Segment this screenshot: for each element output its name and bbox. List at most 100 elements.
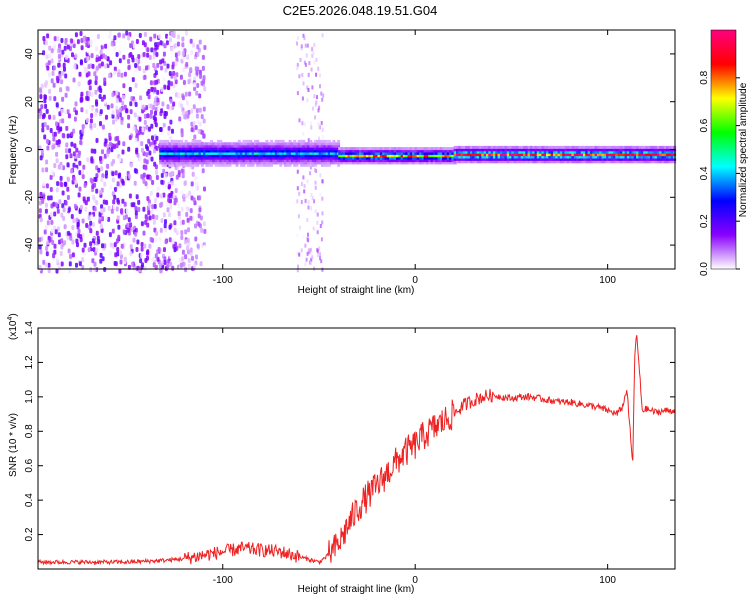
spectrogram-cell bbox=[296, 233, 299, 238]
spectrogram-cell bbox=[187, 147, 190, 151]
spectrogram-cell bbox=[325, 163, 329, 167]
spectrogram-cell bbox=[670, 145, 674, 149]
spectrogram-cell bbox=[453, 155, 457, 159]
spectrogram-cell bbox=[140, 246, 144, 252]
spectrogram-cell bbox=[168, 71, 172, 76]
spectrogram-cell bbox=[237, 154, 241, 158]
spectrogram-cell bbox=[469, 157, 473, 161]
spectrogram-cell bbox=[163, 144, 167, 148]
spectrogram-cell bbox=[175, 57, 179, 63]
spectrogram-cell bbox=[52, 253, 56, 259]
spectrogram-cell bbox=[511, 153, 515, 157]
spectrogram-cell bbox=[513, 153, 517, 157]
spectrogram-cell bbox=[571, 150, 575, 154]
spectrogram-cell bbox=[233, 147, 237, 151]
spectrogram-cell bbox=[235, 154, 239, 158]
spectrogram-cell bbox=[307, 149, 310, 153]
spectrogram-cell bbox=[193, 156, 197, 160]
spectrogram-cell bbox=[187, 79, 191, 85]
spectrogram-cell bbox=[247, 144, 250, 148]
spectrogram-cell bbox=[160, 65, 163, 71]
spectrogram-cell bbox=[192, 42, 195, 48]
spectrogram-cell bbox=[356, 161, 360, 165]
spectrogram-cell bbox=[72, 43, 76, 49]
spectrogram-cell bbox=[472, 157, 476, 161]
spectrogram-cell bbox=[557, 160, 561, 164]
spectrogram-cell bbox=[279, 147, 283, 151]
spectrogram-cell bbox=[578, 148, 582, 152]
spectrogram-cell bbox=[63, 66, 66, 72]
spectrogram-cell bbox=[207, 151, 211, 155]
spectrogram-cell bbox=[210, 139, 213, 143]
spectrogram-cell bbox=[479, 155, 483, 159]
spectrogram-cell bbox=[386, 159, 390, 163]
spectrogram-cell bbox=[307, 200, 310, 205]
spectrogram-cell bbox=[80, 45, 84, 51]
spectrogram-cell bbox=[488, 145, 492, 149]
spectrogram-cell bbox=[435, 151, 439, 155]
spectrogram-cell bbox=[104, 63, 107, 69]
spectrogram-cell bbox=[368, 154, 372, 158]
spectrogram-cell bbox=[636, 157, 640, 161]
spectrogram-cell bbox=[303, 184, 306, 189]
spectrogram-cell bbox=[249, 147, 253, 151]
spectrogram-cell bbox=[61, 133, 65, 138]
spectrogram-cell bbox=[253, 142, 257, 146]
spectrogram-cell bbox=[131, 57, 135, 63]
spectrogram-cell bbox=[200, 154, 204, 158]
spectrogram-cell bbox=[302, 81, 305, 86]
spectrogram-cell bbox=[654, 157, 658, 161]
spectrogram-cell bbox=[414, 154, 418, 158]
spectrogram-cell bbox=[332, 154, 336, 158]
spectrogram-cell bbox=[258, 163, 262, 167]
colorbar-ticks: 0.00.20.40.60.8 bbox=[699, 70, 740, 276]
spectrogram-cell bbox=[114, 170, 118, 176]
spectrogram-cell bbox=[596, 157, 600, 161]
spectrogram-cell bbox=[235, 163, 239, 167]
spectrogram-cell bbox=[247, 139, 250, 143]
spectrogram-cell bbox=[315, 168, 318, 173]
spectrogram-cell bbox=[624, 160, 628, 164]
spectrogram-cell bbox=[302, 161, 306, 165]
spectrogram-cell bbox=[321, 97, 324, 102]
spectrogram-cell bbox=[168, 212, 171, 218]
spectrogram-cell bbox=[120, 119, 124, 125]
spectrogram-cell bbox=[50, 78, 54, 84]
spectrogram-cell bbox=[566, 155, 570, 159]
spectrogram-cell bbox=[286, 156, 290, 160]
spectrogram-cell bbox=[666, 155, 670, 159]
spectrogram-cell bbox=[125, 30, 129, 36]
spectrogram-cell bbox=[318, 151, 322, 155]
spectrogram-cell bbox=[316, 212, 319, 217]
spectrogram-cell bbox=[437, 161, 441, 165]
spectrogram-cell bbox=[116, 251, 120, 257]
spectrogram-cell bbox=[603, 155, 607, 159]
spectrogram-cell bbox=[320, 142, 324, 146]
spectrogram-cell bbox=[599, 148, 603, 152]
spectrogram-cell bbox=[48, 53, 52, 59]
spectrogram-cell bbox=[168, 156, 172, 160]
spectrogram-cell bbox=[196, 83, 200, 88]
spectrogram-cell bbox=[416, 159, 420, 163]
spectrogram-y-tick-label: -40 bbox=[24, 237, 35, 252]
spectrogram-cell bbox=[251, 144, 255, 148]
spectrogram-cell bbox=[202, 221, 206, 227]
spectrogram-cell bbox=[617, 150, 621, 154]
spectrogram-cell bbox=[139, 95, 143, 101]
spectrogram-cell bbox=[345, 151, 349, 155]
spectrogram-cell bbox=[42, 50, 46, 56]
spectrogram-cell bbox=[596, 153, 600, 157]
spectrogram-cell bbox=[247, 161, 250, 165]
spectrogram-cell bbox=[48, 45, 52, 51]
spectrogram-cell bbox=[277, 161, 280, 165]
spectrogram-cell bbox=[89, 220, 93, 226]
spectrogram-cell bbox=[476, 150, 480, 154]
spectrogram-cell bbox=[650, 160, 653, 164]
spectrogram-cell bbox=[193, 82, 196, 88]
spectrogram-cell bbox=[139, 126, 142, 132]
spectrogram-cell bbox=[312, 51, 315, 56]
spectrogram-cell bbox=[191, 139, 195, 143]
spectrogram-cell bbox=[141, 190, 145, 196]
spectrogram-cell bbox=[300, 248, 303, 253]
spectrogram-cell bbox=[379, 149, 383, 153]
